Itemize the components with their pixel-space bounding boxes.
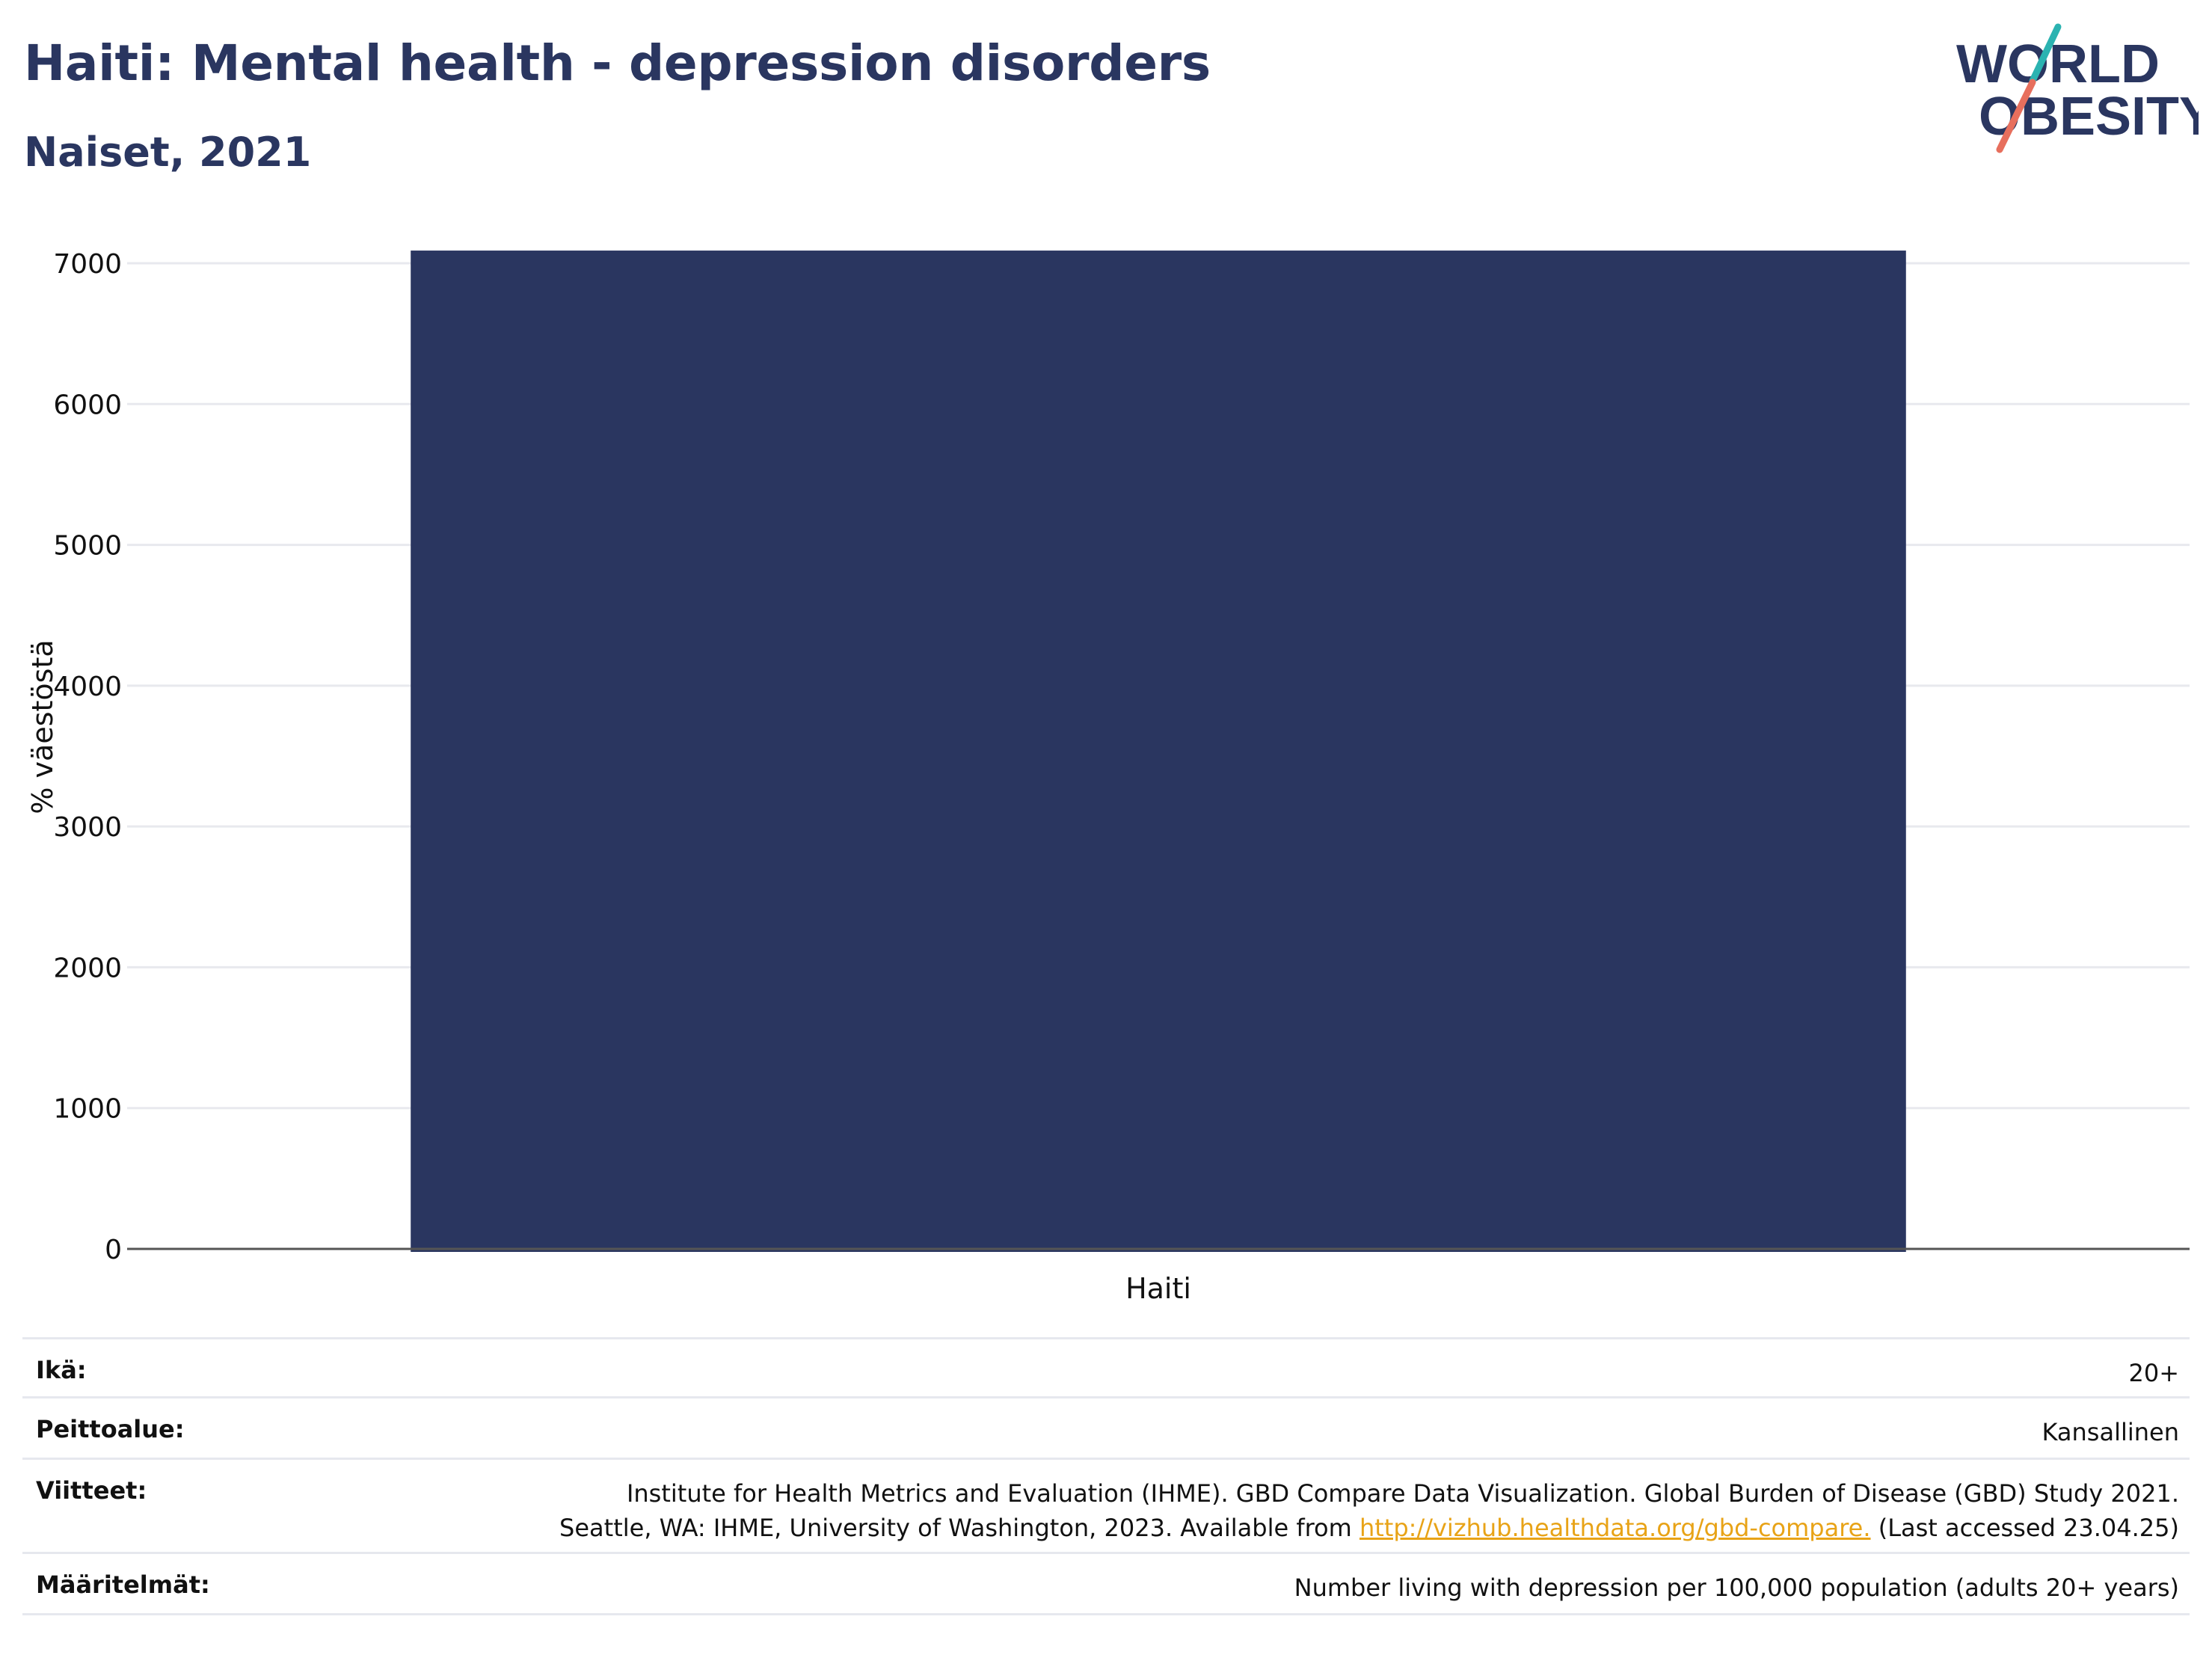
y-tick-label-4000: 4000 xyxy=(53,672,122,702)
y-tick-label-0: 0 xyxy=(105,1235,122,1265)
logo-slash-bottom xyxy=(1996,79,2036,153)
age-label: Ikä: xyxy=(36,1356,87,1384)
y-axis-label: % väestöstä xyxy=(26,639,59,814)
references-value: Institute for Health Metrics and Evaluat… xyxy=(559,1476,2179,1546)
logo-line-2: OBESITY xyxy=(1979,87,2199,147)
age-value: 20+ xyxy=(2128,1359,2179,1387)
y-tick-label-7000: 7000 xyxy=(53,249,122,280)
y-tick-label-1000: 1000 xyxy=(53,1094,122,1125)
bar-chart: 0 1000 2000 3000 4000 5000 6000 7000 Haiti % väe… xyxy=(0,217,2212,1309)
y-tick-label-2000: 2000 xyxy=(53,953,122,983)
meta-row-definitions: Määritelmät: Number living with depressi… xyxy=(22,1554,2190,1615)
coverage-label: Peittoalue: xyxy=(36,1415,185,1443)
y-tick-label-5000: 5000 xyxy=(53,531,122,562)
references-line-2-post: (Last accessed 23.04.25) xyxy=(1870,1514,2179,1543)
logo-slash-top xyxy=(2029,23,2062,85)
y-tick-label-6000: 6000 xyxy=(53,390,122,420)
coverage-value: Kansallinen xyxy=(2042,1418,2179,1446)
references-link[interactable]: http://vizhub.healthdata.org/gbd-compare… xyxy=(1359,1514,1871,1543)
metadata-table: Ikä: 20+ Peittoalue: Kansallinen Viittee… xyxy=(22,1337,2190,1615)
meta-row-coverage: Peittoalue: Kansallinen xyxy=(22,1398,2190,1460)
y-tick-label-3000: 3000 xyxy=(53,812,122,843)
bars xyxy=(411,251,1906,1252)
axes: 0 1000 2000 3000 4000 5000 6000 7000 Haiti xyxy=(53,249,2190,1305)
definitions-value: Number living with depression per 100,00… xyxy=(1294,1573,2179,1602)
bar-haiti xyxy=(411,251,1906,1252)
chart-title: Haiti: Mental health - depression disord… xyxy=(24,34,1211,92)
x-tick-label-haiti: Haiti xyxy=(1125,1272,1191,1305)
logo-line-1: WORLD xyxy=(1956,34,2160,94)
references-line-1: Institute for Health Metrics and Evaluat… xyxy=(626,1479,2179,1508)
meta-row-references: Viitteet: Institute for Health Metrics a… xyxy=(22,1460,2190,1554)
chart-subtitle: Naiset, 2021 xyxy=(24,129,312,176)
meta-row-age: Ikä: 20+ xyxy=(22,1337,2190,1398)
definitions-label: Määritelmät: xyxy=(36,1570,210,1599)
world-obesity-logo: WORLD OBESITY xyxy=(1944,21,2212,163)
references-line-2-pre: Seattle, WA: IHME, University of Washing… xyxy=(559,1514,1360,1543)
chart-svg: 0 1000 2000 3000 4000 5000 6000 7000 Haiti % väe… xyxy=(26,249,2190,1305)
references-label: Viitteet: xyxy=(36,1476,147,1505)
